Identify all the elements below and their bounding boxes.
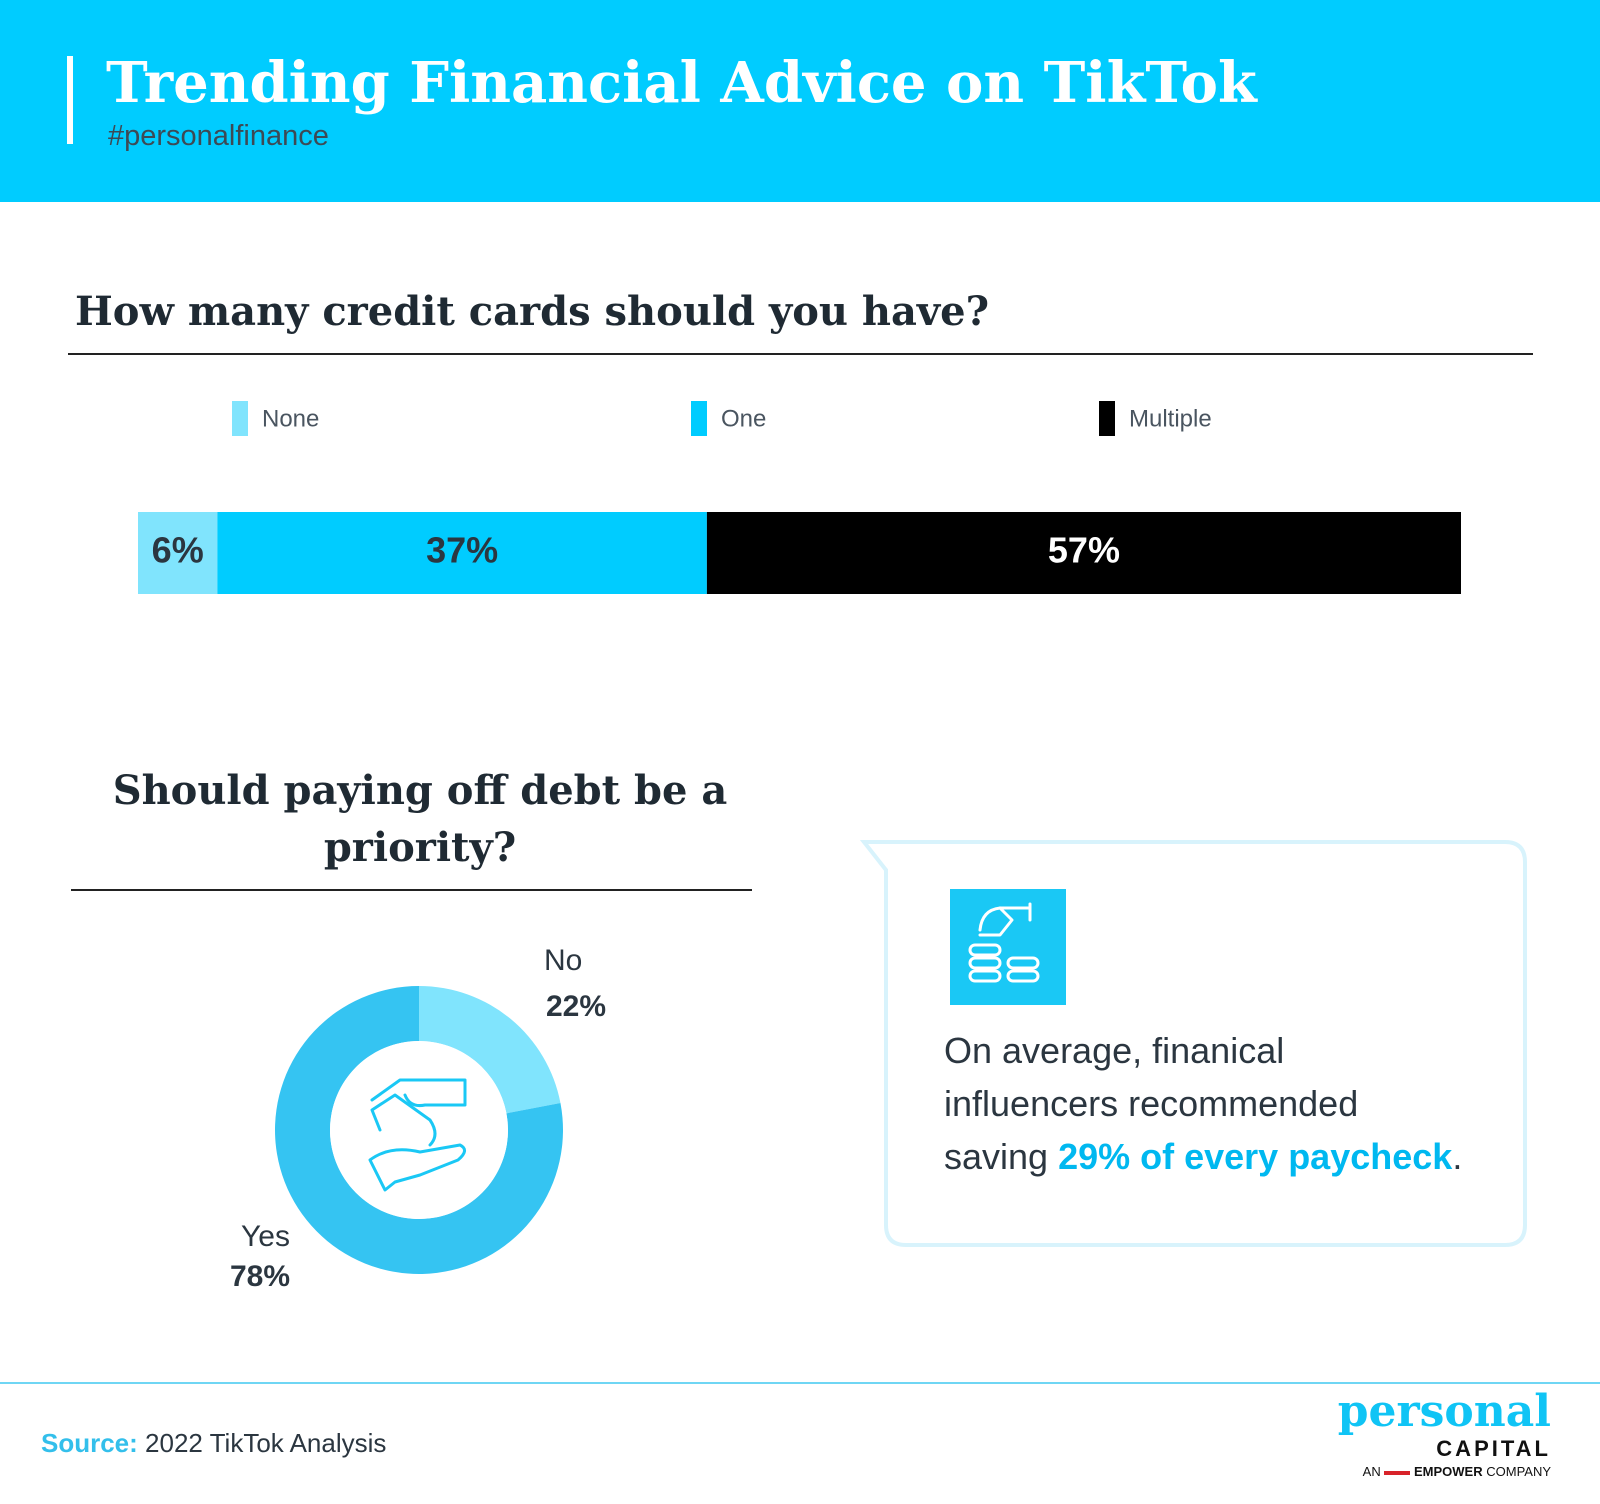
callout-line: influencers recommended [944, 1083, 1359, 1124]
callout-line: On average, finanical [944, 1030, 1285, 1071]
callout-text: On average, finanical influencers recomm… [944, 1024, 1462, 1183]
header-bar [67, 56, 73, 144]
bar-value-label: 6% [152, 530, 204, 571]
footer-line [0, 1382, 1600, 1384]
legend-swatch [1099, 401, 1115, 436]
logo-tagline-text: COMPANY [1486, 1464, 1551, 1479]
bar-value-label: 57% [1048, 530, 1120, 571]
slice-value-label: 78% [230, 1260, 290, 1293]
bar-segment [138, 512, 218, 594]
legend-swatch [232, 401, 248, 436]
slice-value-label: 22% [546, 990, 606, 1023]
donut-slice [274, 986, 563, 1275]
callout-line: saving 29% of every paycheck. [944, 1130, 1462, 1183]
source-text: 2022 TikTok Analysis [145, 1428, 387, 1458]
page-title: Trending Financial Advice on TikTok [106, 50, 1257, 116]
callout-icon-bg [950, 889, 1066, 1005]
legend-swatch [691, 401, 707, 436]
divider [71, 889, 752, 891]
callout-icon [968, 902, 1040, 983]
logo-tagline-text: AN [1362, 1464, 1381, 1479]
logo-sub: CAPITAL [1436, 1436, 1551, 1461]
callout-highlight: 29% of every paycheck [1058, 1136, 1453, 1177]
logo-tagline: AN EMPOWER COMPANY [1338, 1462, 1551, 1482]
legend-label: None [262, 405, 319, 432]
bar-value-label: 37% [426, 530, 498, 571]
callout-box [859, 840, 1527, 1247]
legend-label: Multiple [1129, 405, 1212, 432]
divider [68, 353, 1533, 355]
page-subtitle: #personalfinance [108, 120, 329, 152]
legend-label: One [721, 405, 766, 432]
logo-name: personal [1337, 1386, 1551, 1437]
donut-icon [368, 1078, 467, 1192]
logo: personal CAPITAL AN EMPOWER COMPANY [1338, 1388, 1551, 1482]
bar-segment [706, 512, 1461, 594]
pie-chart-title: Should paying off debt be a priority? [112, 767, 728, 871]
slice-label: Yes [241, 1220, 290, 1253]
bar-chart-title: How many credit cards should you have? [75, 288, 990, 335]
donut-hole [330, 1041, 508, 1219]
logo-mark [1384, 1470, 1411, 1475]
logo-tagline-text: EMPOWER [1413, 1464, 1483, 1479]
slice-label: No [544, 944, 582, 977]
source: Source: 2022 TikTok Analysis [41, 1428, 386, 1459]
callout-text: saving [944, 1136, 1049, 1177]
bar-segment [217, 512, 707, 594]
donut-slice [419, 986, 561, 1114]
callout-text: . [1452, 1136, 1463, 1177]
header-band [0, 0, 1600, 202]
source-label: Source: [41, 1428, 138, 1458]
